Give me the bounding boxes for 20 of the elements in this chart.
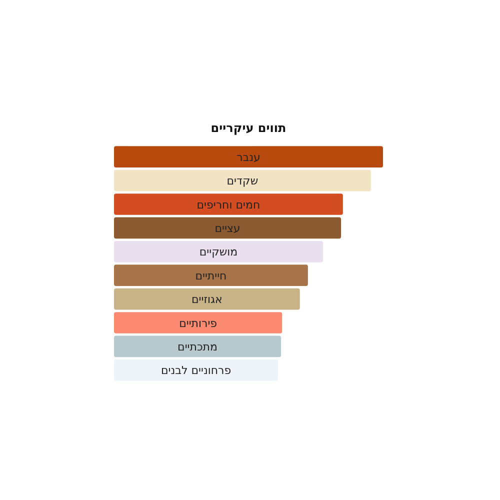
y-tick-label: שקדים (226, 174, 258, 188)
bar (114, 312, 282, 334)
bar (114, 217, 342, 239)
bar (114, 288, 300, 310)
y-tick-label: מושקיים (199, 246, 238, 259)
y-tick-label: אגוזיים (191, 293, 222, 306)
y-tick-label: מתכתיים (178, 340, 218, 354)
y-tick-label: פרחוניים לבנים (160, 364, 232, 378)
bar (114, 264, 308, 286)
bar (114, 146, 383, 168)
chart-title: תווים עיקריים (210, 121, 286, 135)
bar (114, 240, 324, 262)
y-tick-label: פירותיים (179, 316, 218, 330)
bar (114, 194, 343, 215)
y-tick-label: ענבר (236, 150, 260, 164)
y-tick-label: עציים (214, 222, 240, 235)
bar (114, 336, 282, 358)
y-tick-label: חייתיים (195, 269, 227, 282)
bar (114, 170, 371, 192)
y-tick-label: חמים וחריפים (196, 198, 260, 212)
